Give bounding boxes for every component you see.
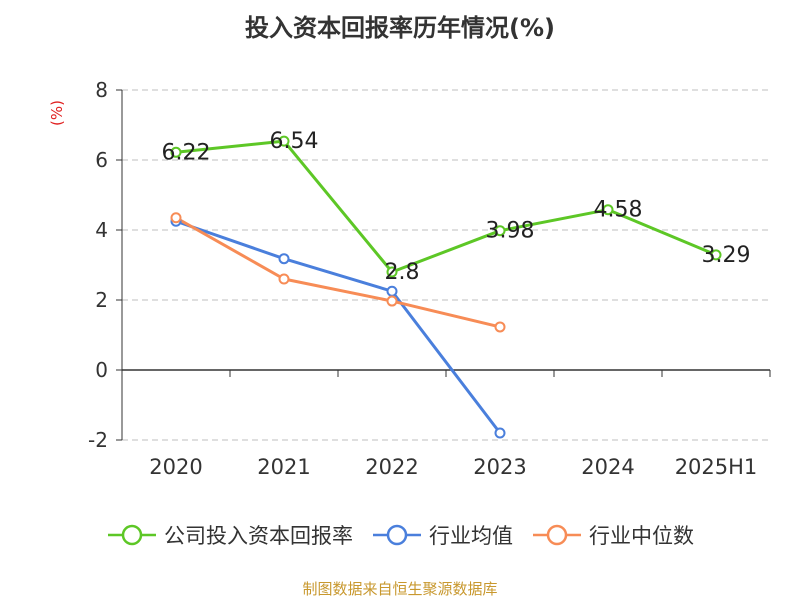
- chart-title: 投入资本回报率历年情况(%): [245, 14, 555, 42]
- data-label: 3.29: [702, 243, 751, 268]
- series-point-2: [494, 427, 506, 439]
- y-tick-label: 0: [95, 358, 108, 382]
- series-point-1: [386, 266, 398, 278]
- data-label: 6.54: [270, 129, 319, 154]
- series-line-3: [175, 216, 501, 329]
- series-line-2: [175, 219, 502, 434]
- series-point-1: [170, 146, 182, 158]
- series-point-1: [278, 135, 290, 147]
- x-tick-label: 2021: [257, 455, 310, 479]
- legend-item-2[interactable]: 行业均值: [371, 520, 513, 550]
- y-tick-label: 8: [95, 78, 108, 102]
- series-point-3: [278, 273, 290, 285]
- y-tick-label: 4: [95, 218, 108, 242]
- y-tick-label: 6: [95, 148, 108, 172]
- data-source-note: 制图数据来自恒生聚源数据库: [302, 580, 498, 598]
- series-point-1: [710, 249, 722, 261]
- series-point-1: [602, 204, 614, 216]
- legend-line-circle-icon: [533, 524, 581, 546]
- data-label: 3.98: [486, 219, 535, 244]
- x-tick-label: 2024: [581, 455, 634, 479]
- line-chart: -2 0 2 4 6 8 2020 2021 2022 2023 2024 2025H1 6.22 6.5…: [88, 78, 771, 479]
- series-point-3: [494, 321, 506, 333]
- legend-label: 行业中位数: [589, 524, 694, 548]
- legend-line-circle-icon: [373, 524, 421, 546]
- legend: 公司投入资本回报率 行业均值 行业中位数: [0, 520, 800, 550]
- legend-item-3[interactable]: 行业中位数: [531, 520, 694, 550]
- x-tick-label: 2023: [473, 455, 526, 479]
- x-tick-label: 2020: [149, 455, 202, 479]
- x-tick-label: 2025H1: [675, 455, 758, 479]
- legend-item-1[interactable]: 公司投入资本回报率: [106, 520, 353, 550]
- data-label: 4.58: [594, 198, 643, 223]
- series-point-3: [386, 295, 398, 307]
- series-line-1: [175, 139, 717, 274]
- y-tick-label: 2: [95, 288, 108, 312]
- data-label: 2.8: [385, 260, 420, 285]
- series-point-3: [170, 212, 182, 224]
- series-point-2: [386, 285, 398, 297]
- legend-line-circle-icon: [108, 524, 156, 546]
- x-tick-label: 2022: [365, 455, 418, 479]
- legend-label: 行业均值: [429, 524, 513, 548]
- data-label: 6.22: [162, 140, 211, 165]
- series-point-1: [494, 225, 506, 237]
- series-point-2: [278, 253, 290, 265]
- legend-label: 公司投入资本回报率: [164, 524, 353, 548]
- y-tick-label: -2: [88, 428, 108, 452]
